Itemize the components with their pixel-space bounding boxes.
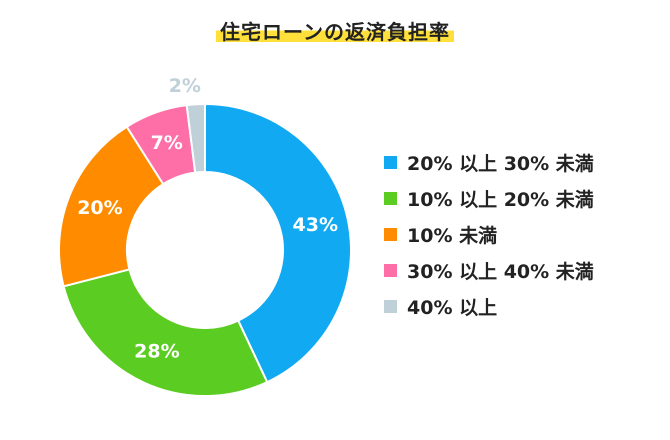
legend-swatch-2 [384,191,397,205]
legend-swatch-3 [384,227,397,241]
donut-slice-label-2: 28% [134,341,179,363]
legend-label-3: 10% 未満 [407,224,498,247]
legend-swatch-5 [384,299,397,313]
donut-slice-5 [185,102,206,174]
legend-swatch-1 [384,155,397,169]
legend-item-1: 20% 以上 30% 未満 [384,144,594,180]
donut-slice-1 [204,102,352,384]
donut-slice-label-4: 7% [151,132,183,154]
donut-slice-label-5: 2% [169,75,201,97]
legend-item-2: 10% 以上 20% 未満 [384,180,594,216]
legend-label-1: 20% 以上 30% 未満 [407,152,594,175]
chart-legend: 20% 以上 30% 未満 10% 以上 20% 未満 10% 未満 30% 以上 4… [384,144,594,324]
title-wrapper: 住宅ローンの返済負担率 [0,16,670,45]
legend-item-4: 30% 以上 40% 未満 [384,252,594,288]
legend-item-3: 10% 未満 [384,216,594,252]
legend-label-2: 10% 以上 20% 未満 [407,188,594,211]
legend-label-4: 30% 以上 40% 未満 [407,260,594,283]
donut-slice-label-3: 20% [77,197,122,219]
donut-slice-label-1: 43% [293,214,338,236]
legend-label-5: 40% 以上 [407,296,498,319]
donut-slice-3 [58,125,165,288]
chart-title: 住宅ローンの返済負担率 [216,16,454,45]
donut-slice-2 [62,268,269,397]
legend-swatch-4 [384,263,397,277]
legend-item-5: 40% 以上 [384,288,594,324]
